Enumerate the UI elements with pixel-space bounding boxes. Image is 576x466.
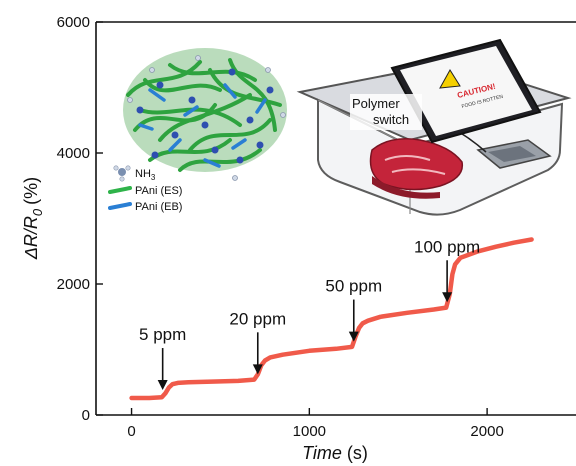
- x-tick-label: 2000: [470, 423, 503, 440]
- y-ticks: 0 2000 4000 6000: [57, 14, 103, 424]
- y-tick-label: 2000: [57, 276, 90, 293]
- y-axis-title-sub: 0: [30, 208, 45, 216]
- x-tick-label: 0: [127, 423, 135, 440]
- x-tick-label: 1000: [293, 423, 326, 440]
- food-container-illustration: CAUTION! FOOD IS ROTTEN Polymer switch: [296, 38, 572, 216]
- inset-legend: NH3 PAni (ES) PAni (EB): [108, 165, 182, 213]
- annotation-2: 50 ppm: [325, 277, 382, 342]
- annotation-1: 20 ppm: [229, 309, 286, 375]
- polymer-network-illustration: [123, 48, 287, 181]
- annotation-label: 50 ppm: [325, 277, 382, 296]
- switch-label-line2: switch: [373, 112, 409, 127]
- x-axis-title-unit: (s): [347, 443, 368, 463]
- caution-icon: [439, 69, 461, 89]
- legend-label-nh3: NH: [135, 168, 151, 180]
- polymer-switch-chip: [429, 117, 552, 169]
- legend-label-pani-eb: PAni (EB): [135, 201, 182, 213]
- y-axis-title: ΔR/R0 (%): [21, 177, 45, 260]
- legend-item-pani-eb: PAni (EB): [108, 201, 182, 213]
- y-axis-title-main: ΔR/R: [21, 216, 41, 260]
- annotation-label: 5 ppm: [139, 325, 186, 344]
- y-tick-label: 6000: [57, 14, 90, 31]
- annotation-arrow-head: [157, 380, 168, 391]
- annotation-3: 100 ppm: [414, 237, 480, 303]
- switch-label-line1: Polymer: [352, 96, 400, 111]
- y-tick-label: 0: [82, 407, 90, 424]
- plot-area: [95, 21, 576, 416]
- legend-item-pani-es: PAni (ES): [108, 185, 182, 197]
- annotation-label: 100 ppm: [414, 237, 480, 256]
- svg-text:NH3: NH3: [135, 168, 156, 182]
- y-tick-label: 4000: [57, 145, 90, 162]
- legend-label-pani-es: PAni (ES): [135, 185, 182, 197]
- legend-label-nh3-sub: 3: [151, 173, 156, 182]
- series-line: [129, 237, 534, 401]
- annotation-arrow-head: [252, 364, 263, 375]
- annotation-0: 5 ppm: [139, 325, 186, 391]
- x-ticks: 0 1000 2000: [127, 408, 504, 440]
- annotations: 5 ppm 20 ppm 50 ppm 100 ppm: [139, 237, 480, 391]
- annotation-label: 20 ppm: [229, 309, 286, 328]
- annotation-arrow-head: [348, 331, 359, 342]
- x-axis-title: Time (s): [302, 443, 368, 463]
- phone-illustration: CAUTION! FOOD IS ROTTEN: [390, 38, 542, 144]
- y-axis-title-unit: (%): [21, 177, 41, 205]
- x-axis-title-main: Time: [302, 443, 342, 463]
- meat-illustration: [369, 138, 464, 199]
- legend-item-nh3: NH3: [113, 165, 156, 182]
- annotation-arrow-head: [442, 292, 453, 303]
